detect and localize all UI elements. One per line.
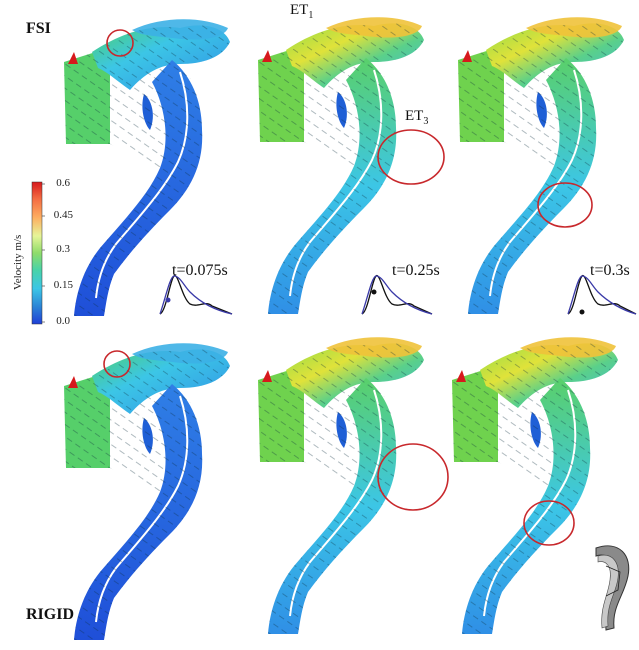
aorta-panel-4 [64, 343, 230, 640]
peak-velocity-spot [68, 52, 78, 64]
peak-velocity-spot [456, 370, 466, 382]
highlight-circle-fsi-3 [537, 182, 593, 228]
time-label-3: t=0.3s [590, 262, 630, 279]
colorbar-gradient [32, 182, 42, 324]
time-label-1: t=0.075s [172, 262, 228, 279]
fsi-row-label: FSI [26, 20, 51, 37]
velocity-vector-field [64, 349, 230, 640]
waveform-inset-3 [567, 275, 637, 315]
rigid-row-label: RIGID [26, 606, 75, 623]
colorbar-tick-1: 0.45 [53, 209, 73, 221]
aorta-panel-5 [258, 337, 424, 634]
colorbar-tick-3: 0.15 [53, 279, 73, 291]
aorta-panel-1 [64, 19, 230, 316]
highlight-circle-fsi-2 [377, 129, 445, 185]
peak-velocity-spot [262, 50, 272, 62]
et1-label: ET1 [290, 2, 314, 21]
aorta-panel-3 [458, 17, 624, 314]
velocity-vector-field [64, 25, 230, 316]
colorbar [31, 181, 45, 325]
velocity-panels [64, 17, 624, 640]
colorbar-tick-2: 0.3 [56, 243, 70, 255]
aorta-panel-2 [258, 17, 424, 314]
velocity-vector-field [258, 343, 424, 634]
velocity-vector-field [458, 23, 624, 314]
waveform-inset-1 [159, 275, 233, 315]
time-label-2: t=0.25s [392, 262, 440, 279]
highlight-circle-rigid-2 [377, 443, 449, 511]
velocity-vector-field [258, 23, 424, 314]
peak-velocity-spot [462, 50, 472, 62]
colorbar-tick-0: 0.6 [56, 177, 70, 189]
highlight-circle-rigid-1 [103, 350, 131, 378]
peak-velocity-spot [262, 370, 272, 382]
aorta-panel-6 [452, 337, 618, 634]
highlight-circles [103, 29, 593, 546]
aorta-3d-model-icon [595, 545, 630, 631]
colorbar-tick-4: 0.0 [56, 315, 70, 327]
et3-label: ET3 [405, 108, 429, 127]
velocity-vector-field [452, 343, 618, 634]
waveform-inset-2 [361, 275, 433, 315]
colorbar-title: Velocity m/s [12, 234, 24, 290]
peak-velocity-spot [68, 376, 78, 388]
highlight-circle-fsi-1 [106, 29, 134, 57]
highlight-circle-rigid-3 [523, 500, 575, 546]
